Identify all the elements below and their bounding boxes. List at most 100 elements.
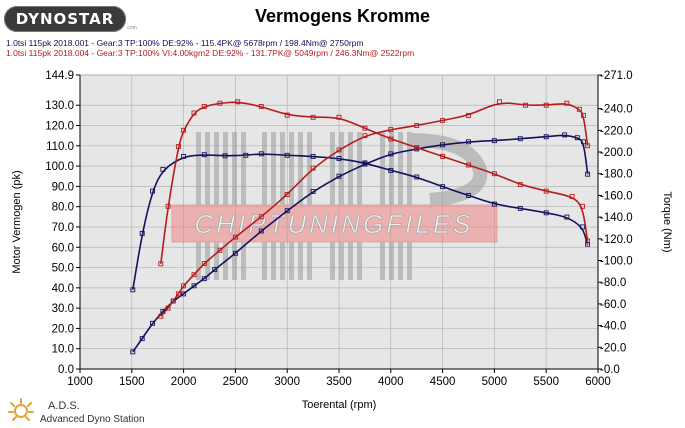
series-point-power-0	[562, 132, 568, 138]
sun-logo-icon	[8, 398, 34, 421]
series-point-torque-3	[310, 114, 316, 120]
series-point-torque-1	[414, 174, 420, 180]
y-left-tick-label: 90.0	[52, 181, 74, 193]
series-point-torque-1	[160, 166, 166, 172]
y-right-tick-label: -80.0	[600, 277, 626, 289]
logo-sub: .com	[126, 25, 137, 31]
series-point-torque-3	[217, 100, 223, 106]
series-point-power-2	[581, 112, 586, 118]
series-point-power-0	[258, 228, 264, 234]
series-point-power-0	[139, 336, 145, 342]
series-point-torque-1	[130, 287, 136, 293]
series-point-torque-1	[388, 168, 394, 173]
series-point-torque-3	[580, 203, 585, 209]
y-left-tick-label: 144.9	[45, 70, 74, 82]
y-left-tick-label: 60.0	[52, 242, 74, 254]
series-point-torque-1	[585, 241, 591, 247]
series-point-power-2	[336, 147, 342, 153]
series-point-power-2	[523, 102, 528, 108]
series-line-torque-1	[132, 153, 589, 290]
series-point-power-0	[130, 349, 136, 355]
series-point-power-2	[576, 106, 582, 112]
x-tick-label: 1500	[119, 376, 145, 388]
series-point-power-2	[310, 165, 316, 171]
series-point-power-2	[158, 313, 164, 319]
y-left-tick-label: 10.0	[52, 344, 74, 356]
series-point-power-0	[585, 171, 591, 177]
series-point-torque-1	[543, 210, 549, 216]
x-axis-label: Toerental (rpm)	[302, 399, 377, 411]
series-point-torque-3	[388, 136, 394, 142]
y-left-tick-label: 20.0	[52, 323, 74, 335]
series-point-torque-1	[310, 153, 316, 159]
series-point-power-0	[336, 173, 342, 179]
series-point-torque-1	[150, 188, 155, 194]
dynostar-logo: DYNOSTAR	[4, 6, 126, 32]
y-right-tick-label: -40.0	[600, 321, 626, 333]
series-point-torque-3	[284, 112, 290, 118]
series-point-torque-3	[414, 145, 420, 151]
series-point-power-2	[217, 247, 223, 253]
series-point-torque-3	[165, 203, 171, 209]
series-point-torque-1	[243, 152, 249, 158]
series-point-power-2	[181, 283, 187, 289]
y-right-tick-label: -100.0	[600, 256, 633, 268]
y-left-tick-label: 120.0	[45, 121, 74, 133]
y-left-tick-label: 130.0	[45, 100, 74, 112]
series-point-torque-3	[440, 153, 446, 159]
series-point-torque-1	[258, 151, 264, 157]
footer-brand: A.D.S.	[48, 400, 80, 412]
series-point-torque-1	[222, 153, 228, 159]
y-left-tick-label: 30.0	[52, 303, 74, 315]
series-point-power-0	[284, 208, 290, 214]
x-tick-label: 3000	[274, 376, 300, 388]
series-point-power-2	[497, 99, 502, 105]
series-point-power-2	[543, 102, 549, 108]
series-point-torque-3	[466, 162, 471, 168]
x-tick-label: 2000	[171, 376, 197, 388]
y-left-tick-label: 40.0	[52, 283, 74, 295]
x-tick-label: 4000	[378, 376, 404, 388]
logo-text: DYNOSTAR	[15, 10, 115, 28]
run-info-tuned: 1.0tsi 115pk 2018.004 - Gear:3 TP:100% V…	[6, 48, 415, 58]
series-point-power-2	[175, 291, 181, 297]
series-point-power-0	[440, 142, 446, 148]
series-point-power-0	[310, 189, 316, 194]
series-point-power-0	[201, 276, 207, 282]
series-point-torque-3	[158, 261, 164, 267]
y-right-tick-label: -240.0	[600, 104, 633, 116]
series-point-power-2	[564, 100, 570, 106]
watermark-text: CHIPTUNINGFILES	[194, 209, 473, 239]
y-right-tick-label: -180.0	[600, 169, 633, 181]
series-point-power-2	[362, 133, 368, 139]
series-point-power-2	[388, 127, 394, 133]
series-point-torque-1	[139, 230, 145, 236]
y-axis-left-label: Motor Vermogen (pk)	[11, 170, 23, 273]
series-point-torque-3	[543, 188, 549, 194]
series-point-power-2	[191, 272, 197, 278]
series-point-power-2	[165, 305, 171, 311]
axes-layer: 1000 1500 2000 2500 3000 3500 4000 4500 5000 5500…	[45, 70, 632, 388]
series-point-torque-3	[585, 238, 591, 244]
series-point-torque-1	[181, 153, 187, 159]
x-tick-label: 5500	[533, 376, 559, 388]
y-right-tick-label: -60.0	[600, 299, 626, 311]
x-tick-label: 2500	[223, 376, 249, 388]
series-point-power-2	[258, 214, 264, 220]
series-point-torque-1	[466, 192, 471, 198]
y-right-tick-label: -120.0	[600, 234, 633, 246]
x-tick-label: 5000	[482, 376, 508, 388]
series-point-power-0	[232, 250, 238, 256]
series-point-power-0	[181, 291, 187, 297]
series-point-power-2	[414, 123, 420, 128]
series-point-power-2	[232, 234, 238, 240]
series-point-power-2	[284, 192, 290, 197]
series-point-torque-3	[181, 127, 187, 133]
chart-title: Vermogens Kromme	[254, 6, 431, 26]
series-point-power-0	[150, 320, 155, 326]
series-layer	[130, 99, 591, 355]
series-point-power-2	[466, 112, 471, 118]
y-left-tick-label: 80.0	[52, 202, 74, 214]
series-point-torque-3	[191, 110, 197, 116]
